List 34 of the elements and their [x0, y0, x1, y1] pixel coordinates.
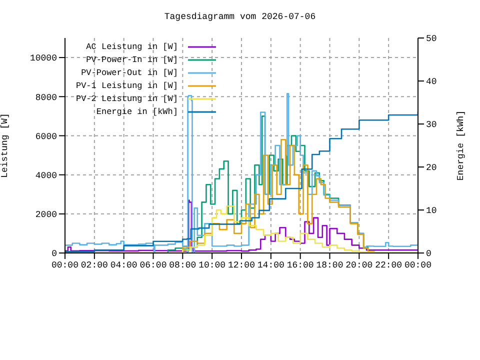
y-tick-label: 0	[52, 249, 57, 260]
y-tick-label: 2000	[35, 210, 57, 220]
y-axis-title: Leistung [W]	[0, 113, 10, 178]
y2-tick-label: 0	[426, 249, 432, 260]
legend-label: PV-2 Leistung in [W]	[74, 94, 178, 104]
x-tick-label: 00:00	[404, 260, 432, 270]
y-tick-label: 6000	[35, 132, 57, 142]
x-tick-label: 06:00	[140, 260, 167, 270]
y2-axis-title: Energie [kWh]	[456, 110, 466, 181]
y2-tick-label: 20	[426, 163, 437, 174]
y-tick-label: 8000	[35, 92, 57, 103]
y2-tick-label: 40	[426, 77, 437, 88]
y2-tick-label: 50	[426, 34, 437, 44]
x-tick-label: 02:00	[80, 260, 108, 270]
legend-label: PV-1 Leistung in [W]	[74, 80, 178, 90]
legend-label: PV-Power-Out in [W]	[80, 68, 178, 78]
x-tick-label: 10:00	[198, 260, 226, 270]
x-tick-label: 16:00	[286, 260, 314, 270]
y-tick-label: 10000	[30, 54, 57, 64]
x-tick-label: 00:00	[51, 260, 79, 270]
y2-tick-label: 10	[426, 206, 437, 216]
x-tick-label: 14:00	[257, 260, 284, 270]
legend-label: PV-Power-In in [W]	[85, 54, 178, 64]
x-tick-label: 12:00	[228, 260, 256, 270]
legend-label: AC Leistung in [W]	[85, 42, 178, 52]
y2-tick-label: 30	[426, 120, 437, 130]
y-tick-label: 4000	[35, 171, 57, 182]
legend-label: Energie in [kWh]	[95, 106, 178, 116]
x-tick-label: 08:00	[169, 260, 196, 270]
x-tick-label: 18:00	[316, 260, 344, 270]
chart-title: Tagesdiagramm vom 2026-07-06	[163, 12, 317, 22]
x-tick-label: 22:00	[375, 260, 402, 270]
x-tick-label: 20:00	[346, 260, 373, 270]
x-tick-label: 04:00	[110, 260, 138, 270]
